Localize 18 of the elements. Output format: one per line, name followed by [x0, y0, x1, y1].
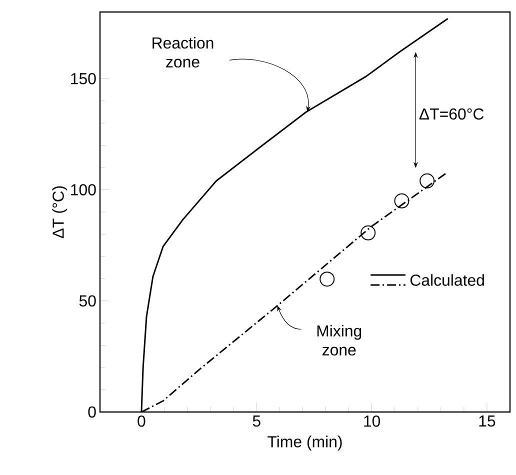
y-tick-label: 0	[88, 406, 96, 418]
y-axis-title: ΔT (°C)	[52, 186, 68, 238]
point	[420, 173, 435, 188]
x-tick-label: 10	[364, 416, 380, 427]
legend-label: Calculated	[410, 274, 484, 286]
annotation: Reaction zone	[152, 36, 214, 68]
point	[320, 272, 335, 287]
x-tick-label: 15	[479, 416, 496, 427]
x-tick-label: 5	[252, 416, 260, 427]
y-tick-label: 100	[71, 184, 96, 196]
x-tick-label: 0	[138, 416, 146, 427]
annotation: ΔT=60°C	[419, 108, 484, 120]
y-tick-label: 50	[79, 295, 96, 307]
annotation: Mixing zone	[317, 324, 362, 356]
x-axis-title: Time (min)	[268, 436, 342, 450]
y-tick-label: 150	[71, 73, 96, 84]
point	[394, 193, 410, 208]
point	[360, 225, 376, 240]
